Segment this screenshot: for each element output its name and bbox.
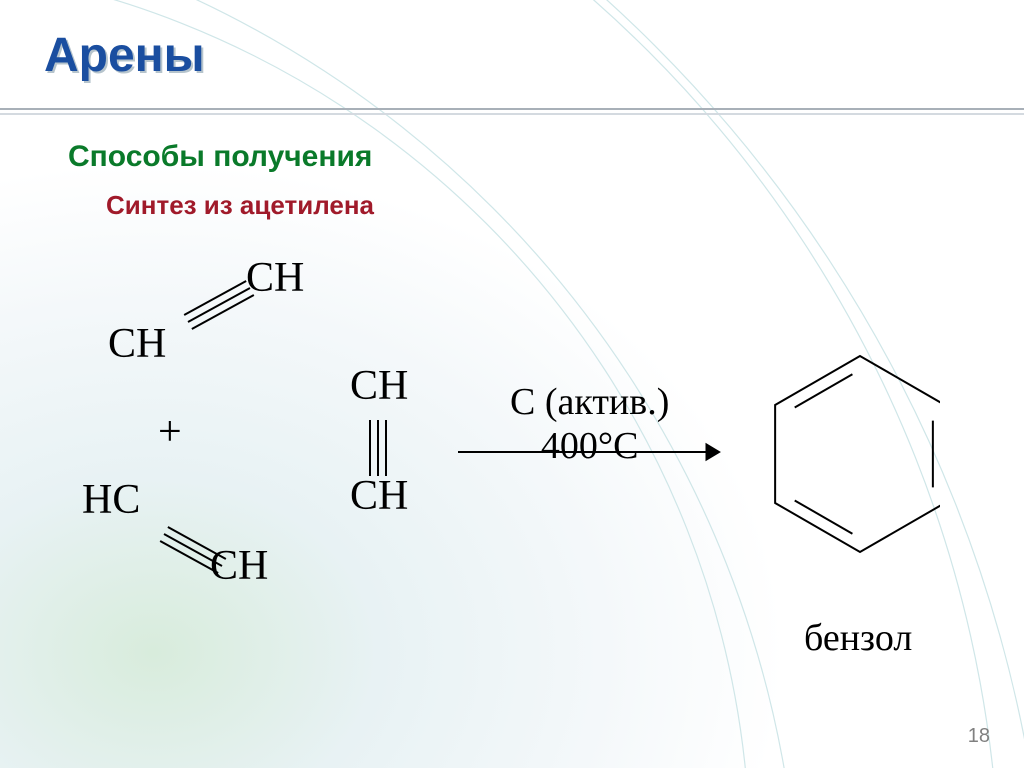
reaction-conditions: С (актив.) 400°С — [510, 380, 669, 468]
acetylene2-top-label: HC — [82, 476, 140, 524]
acetylene1-top-label: CH — [246, 254, 304, 302]
slide-root: Арены Арены Способы получения Синтез из … — [0, 0, 1024, 768]
plus-sign: + — [158, 408, 182, 456]
acetylene3-top-label: CH — [350, 362, 408, 410]
acetylene3-bottom-label: CH — [350, 472, 408, 520]
page-number: 18 — [968, 725, 990, 748]
highlight-top-right — [604, 0, 1024, 220]
reaction-diagram: CH CH + HC CH CH CH С (актив.) 400°С бен… — [60, 240, 940, 660]
title-text: Арены — [44, 29, 205, 82]
subtitle-methods: Способы получения — [68, 140, 372, 174]
reaction-svg — [60, 240, 940, 660]
acetylene2-bottom-label: CH — [210, 542, 268, 590]
condition-catalyst: С (актив.) — [510, 380, 669, 424]
slide-title: Арены Арены — [44, 28, 205, 83]
subtitle-synthesis: Синтез из ацетилена — [106, 190, 374, 221]
underline-top — [0, 108, 1024, 110]
condition-temperature: 400°С — [510, 424, 669, 468]
underline-bottom — [0, 113, 1024, 115]
acetylene1-bottom-label: CH — [108, 320, 166, 368]
product-label: бензол — [804, 616, 912, 660]
